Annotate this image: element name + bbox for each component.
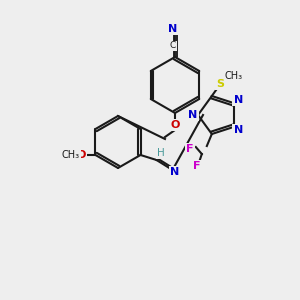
Text: O: O: [170, 120, 180, 130]
Text: F: F: [193, 161, 201, 171]
Text: N: N: [170, 167, 179, 177]
Text: H: H: [157, 148, 164, 158]
Text: N: N: [188, 110, 198, 120]
Text: S: S: [216, 79, 224, 89]
Text: CH₃: CH₃: [225, 71, 243, 81]
Text: N: N: [168, 24, 178, 34]
Text: CH₃: CH₃: [61, 150, 80, 160]
Text: N: N: [234, 95, 243, 105]
Text: N: N: [234, 125, 243, 135]
Text: F: F: [186, 144, 194, 154]
Text: C: C: [170, 41, 176, 50]
Text: O: O: [77, 150, 86, 160]
